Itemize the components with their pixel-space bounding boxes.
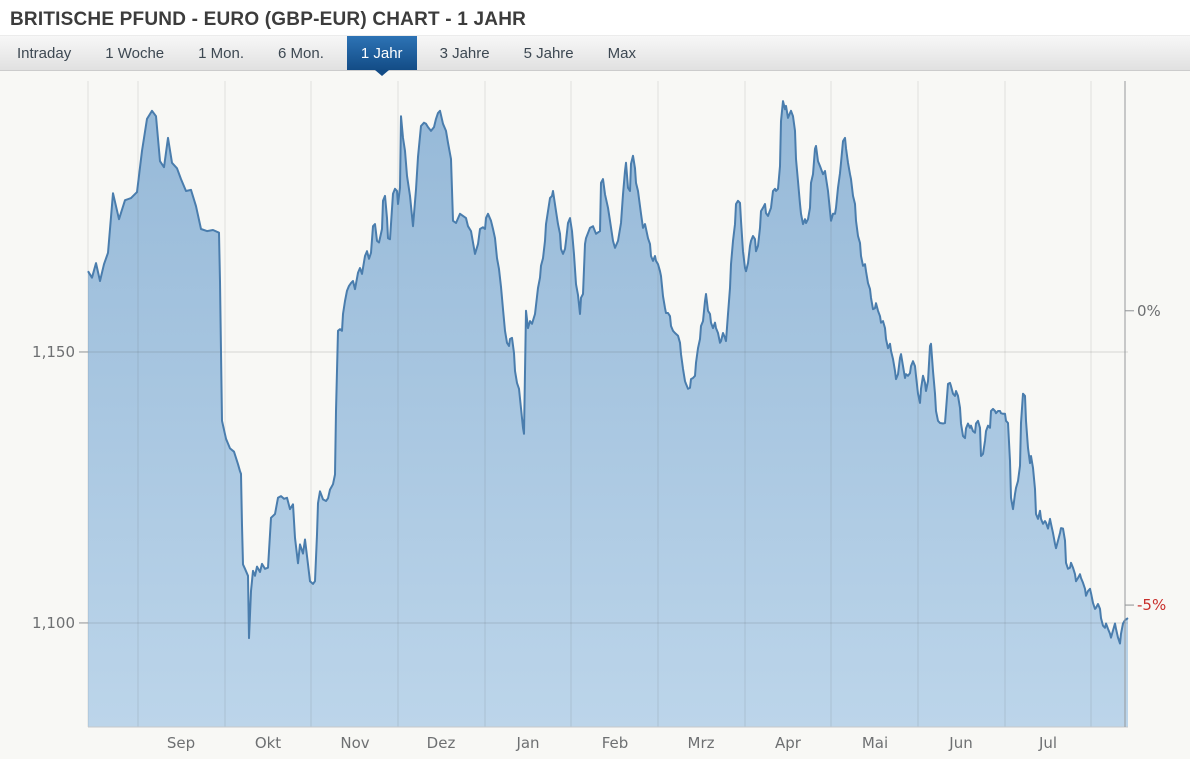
x-axis-labels: Sep Okt Nov Dez Jan Feb Mrz Apr Mai Jun Jul [167,734,1057,752]
page-title: BRITISCHE PFUND - EURO (GBP-EUR) CHART -… [10,9,527,30]
price-area-series [88,101,1128,728]
month-label: Feb [602,734,629,752]
y-axis-labels: 1,150 1,100 [32,343,88,632]
price-chart: 1,150 1,100 0% -5% Sep Okt Nov Dez Jan Feb Mrz Apr M… [32,81,1166,752]
month-label: Jan [515,734,539,752]
chart-area: 1,150 1,100 0% -5% Sep Okt Nov Dez Jan Feb Mrz Apr M… [0,71,1190,759]
tab-1-woche[interactable]: 1 Woche [105,44,165,62]
y-axis-label: 1,100 [32,614,75,632]
tab-5-jahre[interactable]: 5 Jahre [523,44,574,62]
percent-axis-label: -5% [1137,596,1166,614]
month-label: Dez [427,734,456,752]
tab-6-mon[interactable]: 6 Mon. [278,44,324,62]
month-label: Jul [1038,734,1057,752]
tab-1-mon[interactable]: 1 Mon. [198,44,244,62]
month-label: Mrz [688,734,715,752]
tab-1-jahr[interactable]: 1 Jahr [346,36,417,76]
month-label: Apr [775,734,802,752]
month-label: Sep [167,734,195,752]
tab-3-jahre[interactable]: 3 Jahre [439,44,490,62]
month-label: Jun [948,734,972,752]
percent-axis: 0% -5% [1124,81,1166,727]
tab-max[interactable]: Max [607,44,636,62]
tab-intraday[interactable]: Intraday [17,44,72,62]
month-label: Nov [340,734,369,752]
time-range-tabbar: Intraday 1 Woche 1 Mon. 6 Mon. 1 Jahr 3 Jahre… [0,35,1190,76]
month-label: Okt [255,734,281,752]
percent-axis-label: 0% [1137,302,1161,320]
y-axis-label: 1,150 [32,343,75,361]
gridlines [87,81,1128,728]
month-label: Mai [862,734,888,752]
price-line-series [87,100,1129,645]
